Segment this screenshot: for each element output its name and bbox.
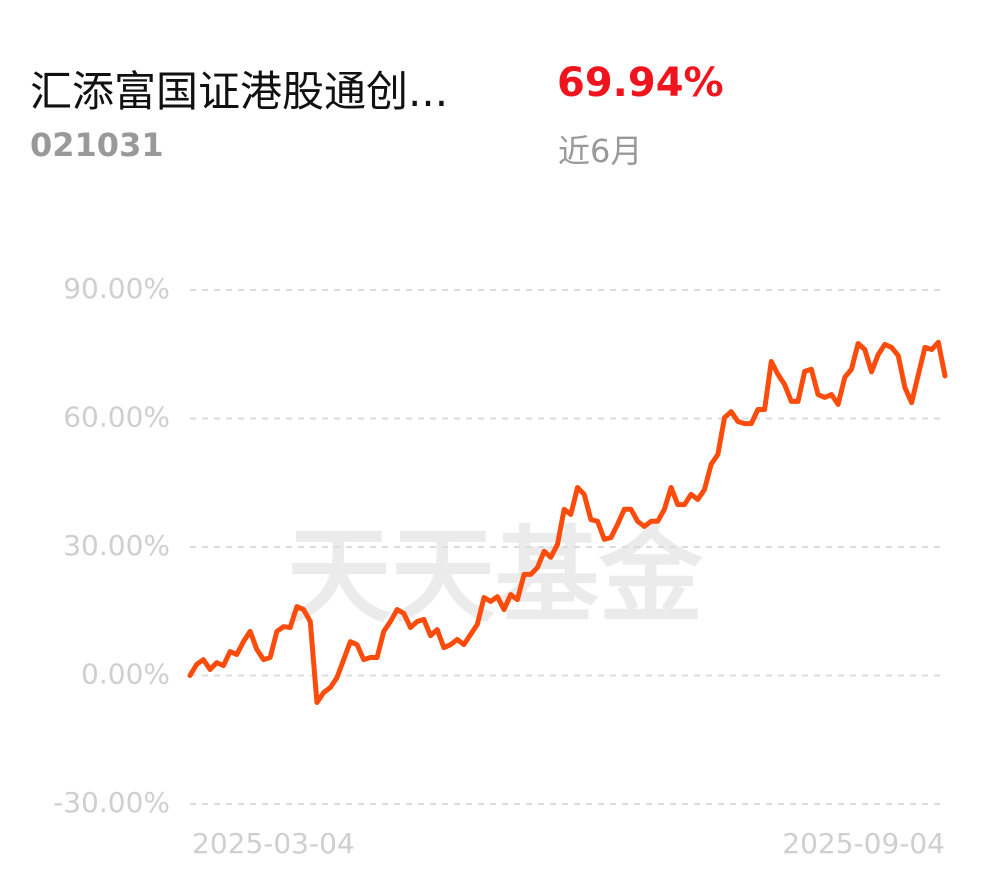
x-tick-label: 2025-09-04 bbox=[782, 827, 945, 860]
x-tick-label: 2025-03-04 bbox=[192, 827, 355, 860]
fund-code: 021031 bbox=[30, 126, 164, 164]
y-tick-label: 30.00% bbox=[63, 529, 170, 562]
watermark: 天天基金 bbox=[287, 514, 704, 637]
fund-return: 69.94% bbox=[557, 60, 724, 106]
fund-title: 汇添富国证港股通创... bbox=[30, 67, 449, 116]
y-tick-label: 90.00% bbox=[63, 272, 170, 305]
line-series bbox=[187, 339, 948, 705]
y-tick-label: -30.00% bbox=[53, 786, 170, 819]
y-tick-label: 0.00% bbox=[81, 658, 170, 691]
period: 近6月 bbox=[558, 132, 643, 170]
y-tick-label: 60.00% bbox=[63, 401, 170, 434]
